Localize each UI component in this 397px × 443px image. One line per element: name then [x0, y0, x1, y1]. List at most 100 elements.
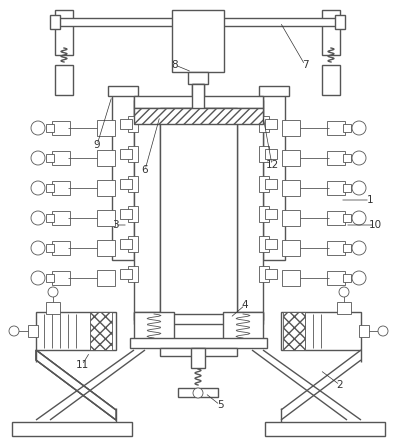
Bar	[108, 86, 138, 96]
Bar	[343, 184, 351, 192]
Bar	[97, 180, 115, 196]
Circle shape	[378, 326, 388, 336]
Bar	[112, 90, 134, 260]
Bar	[134, 108, 263, 124]
Bar	[259, 176, 269, 192]
Bar	[46, 214, 54, 222]
Bar	[259, 236, 269, 252]
Bar	[263, 90, 285, 260]
Bar	[327, 241, 345, 255]
Bar	[134, 312, 174, 340]
Bar	[46, 154, 54, 162]
Bar	[97, 210, 115, 226]
Bar	[97, 120, 115, 136]
Bar	[282, 150, 300, 166]
Text: 7: 7	[302, 60, 308, 70]
Bar	[282, 120, 300, 136]
Bar	[265, 422, 385, 436]
Bar	[192, 84, 204, 110]
Bar	[97, 240, 115, 256]
Circle shape	[48, 287, 58, 297]
Bar	[172, 10, 224, 72]
Bar	[160, 348, 237, 356]
Bar	[46, 274, 54, 282]
Bar	[50, 15, 60, 29]
Bar	[28, 325, 38, 337]
Bar	[120, 179, 132, 189]
Bar	[327, 121, 345, 135]
Bar	[343, 154, 351, 162]
Polygon shape	[36, 350, 116, 420]
Text: 5: 5	[217, 400, 223, 410]
Circle shape	[352, 181, 366, 195]
Polygon shape	[36, 350, 116, 420]
Bar	[52, 151, 70, 165]
Circle shape	[352, 211, 366, 225]
Bar	[178, 388, 218, 397]
Bar	[343, 274, 351, 282]
Bar	[282, 180, 300, 196]
Bar	[265, 239, 277, 249]
Bar	[52, 271, 70, 285]
Bar	[343, 124, 351, 132]
Bar	[259, 116, 269, 132]
Bar	[282, 240, 300, 256]
Bar	[52, 241, 70, 255]
Circle shape	[31, 241, 45, 255]
Bar	[283, 312, 305, 350]
Text: 11: 11	[75, 360, 89, 370]
Bar	[259, 206, 269, 222]
Bar	[160, 108, 237, 314]
Bar	[52, 121, 70, 135]
Bar	[259, 146, 269, 162]
Circle shape	[31, 121, 45, 135]
Bar	[46, 124, 54, 132]
Circle shape	[193, 388, 203, 398]
Bar	[265, 269, 277, 279]
Bar	[134, 100, 160, 320]
Bar	[281, 312, 361, 350]
Bar	[46, 184, 54, 192]
Text: 3: 3	[112, 220, 118, 230]
Bar	[343, 244, 351, 252]
Bar	[128, 146, 138, 162]
Bar	[120, 239, 132, 249]
Circle shape	[352, 151, 366, 165]
Bar	[237, 100, 263, 320]
Circle shape	[31, 181, 45, 195]
Bar	[259, 86, 289, 96]
Bar	[97, 270, 115, 286]
Bar	[130, 338, 267, 348]
Bar	[343, 214, 351, 222]
Bar	[327, 271, 345, 285]
Text: 4: 4	[242, 300, 248, 310]
Circle shape	[31, 151, 45, 165]
Bar	[46, 244, 54, 252]
Text: 1: 1	[367, 195, 373, 205]
Bar	[259, 266, 269, 282]
Circle shape	[31, 211, 45, 225]
Bar	[120, 269, 132, 279]
Text: 10: 10	[368, 220, 382, 230]
Bar	[128, 236, 138, 252]
Bar	[322, 10, 340, 55]
Bar	[188, 72, 208, 84]
Bar	[90, 312, 112, 350]
Bar	[134, 96, 263, 108]
Bar	[128, 116, 138, 132]
Bar	[120, 209, 132, 219]
Circle shape	[339, 287, 349, 297]
Bar	[335, 15, 345, 29]
Bar	[52, 211, 70, 225]
Bar	[46, 302, 60, 314]
Text: 2: 2	[337, 380, 343, 390]
Circle shape	[9, 326, 19, 336]
Bar	[223, 312, 263, 340]
Bar	[12, 422, 132, 436]
Text: 8: 8	[172, 60, 178, 70]
Bar	[265, 119, 277, 129]
Bar	[282, 210, 300, 226]
Bar	[134, 312, 263, 324]
Bar	[265, 149, 277, 159]
Bar	[52, 181, 70, 195]
